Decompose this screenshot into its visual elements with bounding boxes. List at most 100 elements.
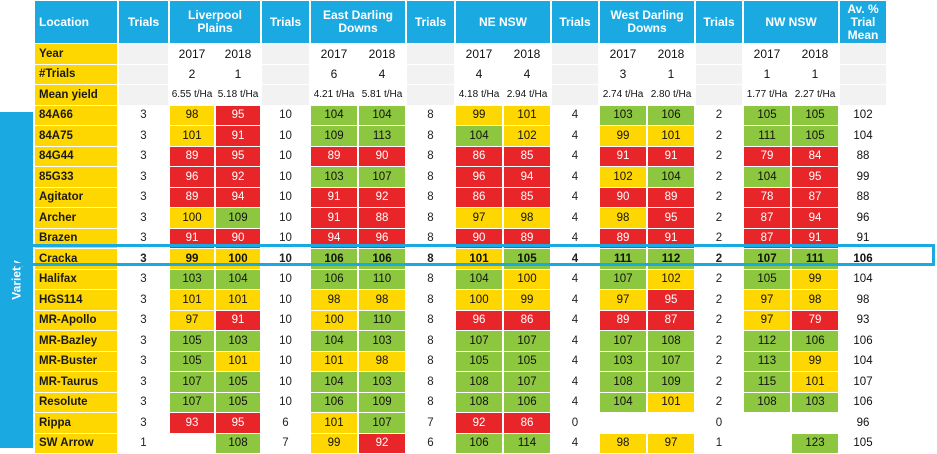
trial-mean-cell: 98 (840, 290, 886, 310)
trial-count-cell: 3 (119, 146, 168, 166)
meta-cell: 4 (359, 64, 405, 84)
yield-cell: 105 (744, 269, 790, 289)
variety-name: Brazen (35, 228, 117, 248)
yield-cell: 89 (504, 228, 550, 248)
meta-cell: 2017 (600, 44, 646, 64)
meta-cell: 2018 (216, 44, 260, 64)
meta-cell (407, 64, 454, 84)
yield-cell: 94 (216, 187, 260, 207)
trial-count-cell: 8 (407, 146, 454, 166)
meta-row: Mean yield 6.55 t/Ha 5.18 t/Ha 4.21 t/Ha 5.8… (35, 85, 886, 105)
yield-cell: 104 (600, 392, 646, 412)
meta-cell: 6 (311, 64, 357, 84)
yield-cell: 91 (311, 187, 357, 207)
yield-cell: 87 (744, 208, 790, 228)
yield-cell: 105 (216, 392, 260, 412)
trial-count-cell: 3 (119, 351, 168, 371)
table-body: Location Trials Liverpool Plains Trials East… (35, 1, 886, 453)
header-row: Location Trials Liverpool Plains Trials East… (35, 1, 886, 43)
yield-cell: 102 (600, 167, 646, 187)
yield-cell: 106 (311, 249, 357, 269)
yield-cell: 103 (600, 351, 646, 371)
meta-row: Year 2017 2018 2017 2018 2017 2018 2017 2018 2017… (35, 44, 886, 64)
yield-cell: 86 (456, 146, 502, 166)
variety-side-label: Variety (9, 260, 24, 300)
yield-cell: 98 (600, 433, 646, 453)
meta-cell (119, 44, 168, 64)
yield-cell: 102 (648, 269, 694, 289)
meta-cell: 2.94 t/Ha (504, 85, 550, 105)
yield-cell: 107 (504, 372, 550, 392)
meta-cell (262, 64, 309, 84)
yield-cell: 100 (311, 310, 357, 330)
trial-count-cell: 4 (552, 105, 598, 125)
trial-count-cell: 2 (696, 228, 742, 248)
meta-cell (552, 44, 598, 64)
meta-cell: 2018 (792, 44, 838, 64)
yield-cell: 108 (216, 433, 260, 453)
yield-cell: 90 (216, 228, 260, 248)
yield-cell: 106 (359, 249, 405, 269)
trial-count-cell: 10 (262, 331, 309, 351)
table-row: 84A66 3 98 95 10 104 104 8 99 101 4 103 106 2 105 105 10… (35, 105, 886, 125)
yield-cell: 94 (504, 167, 550, 187)
trial-count-cell: 4 (552, 269, 598, 289)
yield-cell: 100 (170, 208, 214, 228)
trial-count-cell: 10 (262, 167, 309, 187)
trial-count-cell: 4 (552, 126, 598, 146)
meta-row-label: Mean yield (35, 85, 117, 105)
yield-cell: 95 (792, 167, 838, 187)
yield-cell: 96 (359, 228, 405, 248)
yield-cell: 103 (600, 105, 646, 125)
variety-name: Rippa (35, 413, 117, 433)
trial-mean-cell: 88 (840, 187, 886, 207)
yield-cell: 112 (648, 249, 694, 269)
meta-row-label: #Trials (35, 64, 117, 84)
yield-cell: 89 (311, 146, 357, 166)
yield-cell: 123 (792, 433, 838, 453)
trial-count-cell: 3 (119, 249, 168, 269)
yield-cell: 79 (792, 310, 838, 330)
trial-count-cell: 3 (119, 372, 168, 392)
meta-cell (696, 44, 742, 64)
meta-cell (262, 85, 309, 105)
meta-cell (840, 85, 886, 105)
trial-count-cell: 3 (119, 126, 168, 146)
yield-cell: 109 (648, 372, 694, 392)
table-row: HGS114 3 101 101 10 98 98 8 100 99 4 97 95 2 97 98 98 (35, 290, 886, 310)
meta-cell (840, 44, 886, 64)
yield-cell: 91 (648, 146, 694, 166)
trial-count-cell: 4 (552, 372, 598, 392)
yield-cell: 115 (744, 372, 790, 392)
yield-cell: 89 (170, 146, 214, 166)
variety-name: MR-Bazley (35, 331, 117, 351)
variety-name: 84G44 (35, 146, 117, 166)
yield-cell: 86 (456, 187, 502, 207)
meta-cell: 2018 (359, 44, 405, 64)
table-row: MR-Apollo 3 97 91 10 100 110 8 96 86 4 89 87 2 97 79 93 (35, 310, 886, 330)
header-cell: Location (35, 1, 117, 43)
yield-cell: 99 (792, 269, 838, 289)
yield-cell: 106 (648, 105, 694, 125)
yield-cell: 98 (170, 105, 214, 125)
meta-cell: 4.21 t/Ha (311, 85, 357, 105)
yield-cell: 91 (600, 146, 646, 166)
trial-mean-cell: 106 (840, 331, 886, 351)
yield-cell: 114 (504, 433, 550, 453)
yield-cell: 79 (744, 146, 790, 166)
meta-cell: 1 (648, 64, 694, 84)
trial-count-cell: 2 (696, 269, 742, 289)
trial-count-cell: 4 (552, 146, 598, 166)
trial-count-cell: 4 (552, 351, 598, 371)
yield-cell: 107 (504, 331, 550, 351)
yield-cell: 107 (600, 331, 646, 351)
trial-mean-cell: 104 (840, 269, 886, 289)
trial-mean-cell: 104 (840, 126, 886, 146)
trial-count-cell: 8 (407, 167, 454, 187)
meta-cell: 3 (600, 64, 646, 84)
yield-cell: 100 (216, 249, 260, 269)
variety-name: HGS114 (35, 290, 117, 310)
yield-cell: 90 (456, 228, 502, 248)
yield-cell: 96 (456, 167, 502, 187)
table-row: SW Arrow 1 108 7 99 92 6 106 114 4 98 97 1 123 105 (35, 433, 886, 453)
